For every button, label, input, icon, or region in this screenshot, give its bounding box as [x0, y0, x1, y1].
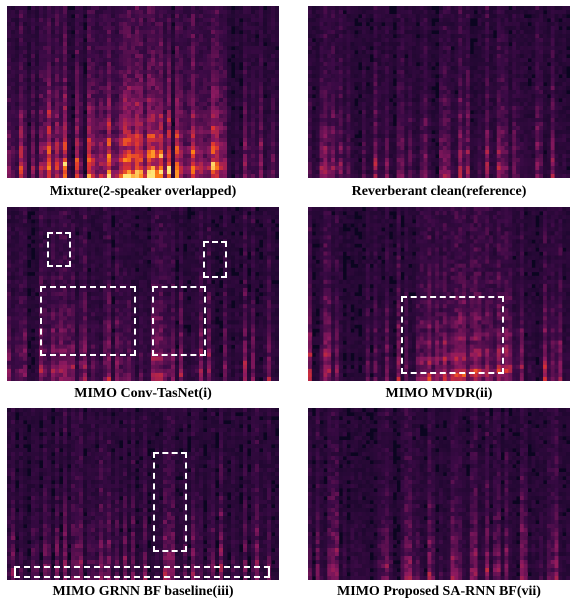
caption-mixture: Mixture(2-speaker overlapped) — [49, 184, 237, 199]
highlight-box — [203, 241, 227, 278]
highlight-box — [40, 286, 136, 356]
caption-mvdr: MIMO MVDR(ii) — [385, 386, 493, 401]
spectrogram-mixture — [7, 6, 279, 178]
caption-conv-tasnet: MIMO Conv-TasNet(i) — [74, 386, 212, 401]
spectrogram-mvdr — [308, 207, 570, 381]
spectrogram-grnn-baseline — [7, 408, 279, 580]
caption-sa-rnn-proposed: MIMO Proposed SA-RNN BF(vii) — [337, 584, 541, 599]
highlight-box — [152, 286, 206, 356]
highlight-box — [153, 452, 187, 552]
caption-reverberant-clean: Reverberant clean(reference) — [351, 184, 527, 199]
spectrogram-sa-rnn-proposed — [308, 408, 570, 580]
caption-grnn-baseline: MIMO GRNN BF baseline(iii) — [52, 584, 234, 599]
highlight-box — [47, 232, 71, 267]
spectrogram-reverberant-clean — [308, 6, 570, 178]
highlight-box — [14, 566, 270, 578]
highlight-box — [401, 296, 504, 374]
